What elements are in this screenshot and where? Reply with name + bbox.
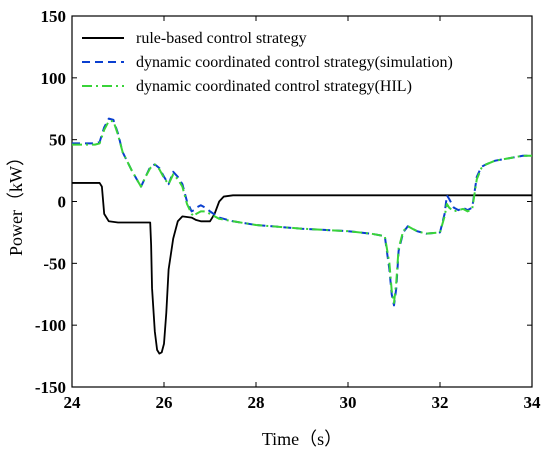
x-tick-label: 28	[248, 393, 265, 412]
y-tick-label: 150	[41, 7, 67, 26]
series-layer	[72, 117, 532, 355]
x-tick-label: 24	[64, 393, 82, 412]
y-axis-title: Power（kW）	[6, 148, 26, 256]
x-tick-label: 34	[524, 393, 542, 412]
y-tick-label: -100	[35, 316, 66, 335]
series-line-1	[72, 182, 532, 355]
axis-ticks	[71, 15, 533, 388]
legend-label-1: rule-based control strategy	[136, 30, 307, 47]
series-line-3	[72, 120, 532, 304]
x-tick-label: 32	[432, 393, 449, 412]
x-tick-label: 30	[340, 393, 357, 412]
y-tick-label: 0	[58, 193, 67, 212]
tick-labels: 24 26 28 30 32 34 -150 -100 -50 0 50 100 150	[35, 7, 541, 412]
y-tick-label: 50	[49, 131, 66, 150]
x-axis-title: Time（s）	[262, 429, 342, 449]
legend-label-2: dynamic coordinated control strategy(sim…	[136, 54, 453, 71]
plot-frame	[71, 15, 533, 388]
legend: rule-based control strategy dynamic coord…	[82, 30, 453, 95]
legend-label-3: dynamic coordinated control strategy(HIL…	[136, 78, 412, 95]
y-tick-label: -50	[43, 254, 66, 273]
y-tick-label: 100	[41, 69, 67, 88]
x-tick-label: 26	[156, 393, 173, 412]
y-tick-label: -150	[35, 378, 66, 397]
